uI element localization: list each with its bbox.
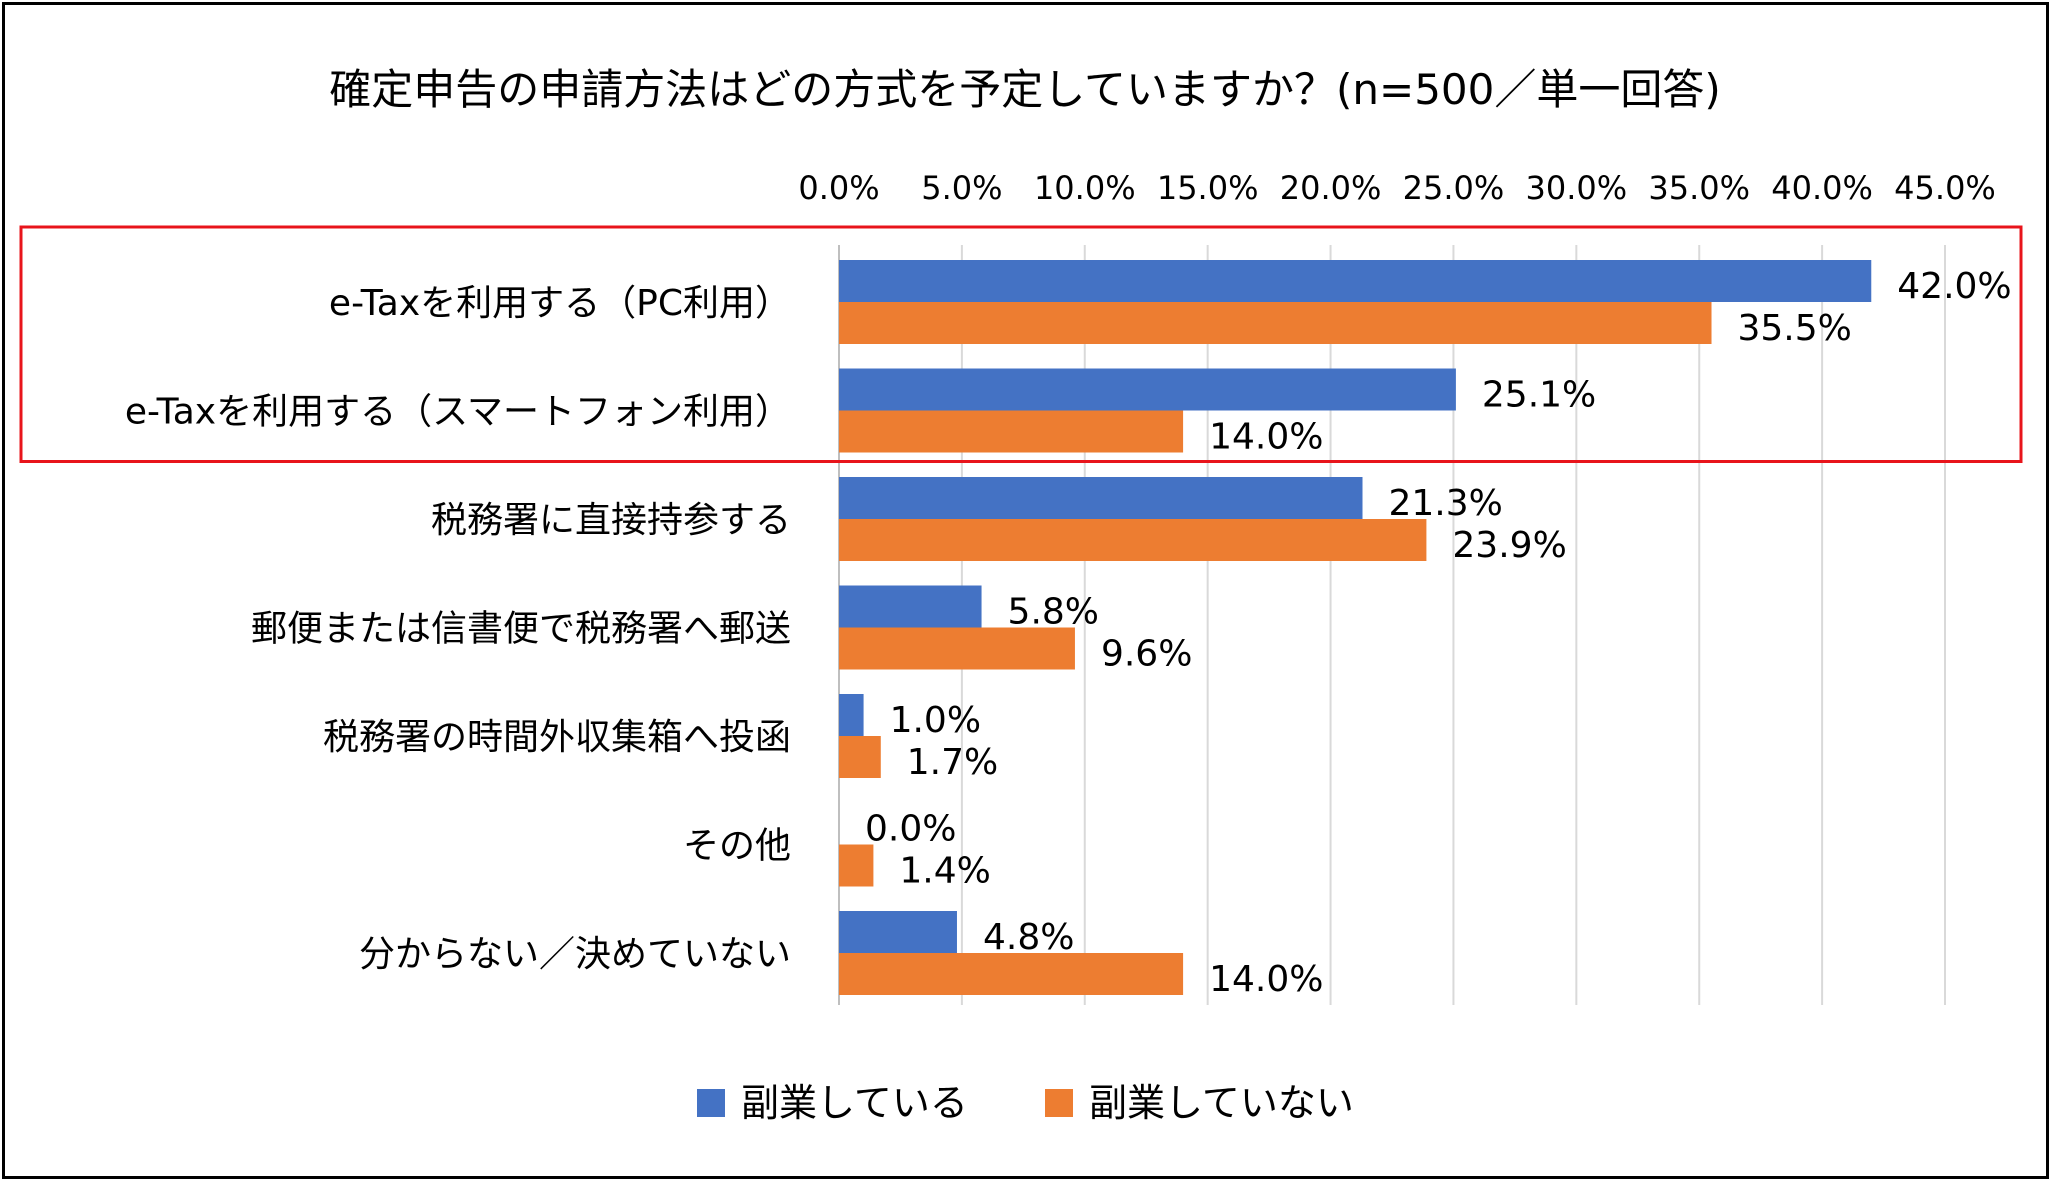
x-tick-label: 35.0%	[1648, 169, 1750, 207]
x-tick-label: 15.0%	[1157, 169, 1259, 207]
bar-chart: 確定申告の申請方法はどの方式を予定していますか？(n=500／単一回答) 0.0…	[19, 65, 2023, 1125]
highlight-rectangle	[19, 225, 2023, 463]
legend-swatch	[697, 1089, 725, 1117]
data-label: 0.0%	[865, 809, 956, 850]
x-axis-ticks: 0.0% 5.0% 10.0% 15.0% 20.0% 25.0% 30.0% 35.0% 40…	[798, 169, 1995, 207]
category-label: 税務署に直接持参する	[431, 500, 791, 541]
bars	[839, 260, 1872, 995]
bar-no-side-job	[839, 736, 881, 778]
grid-lines	[838, 245, 1946, 1005]
x-tick-label: 30.0%	[1526, 169, 1628, 207]
data-label: 1.0%	[890, 700, 981, 741]
category-labels: e-Taxを利用する（PC利用） e-Taxを利用する（スマートフォン利用） 税務署…	[125, 283, 791, 975]
bar-no-side-job	[839, 953, 1184, 995]
bar-no-side-job	[839, 627, 1075, 670]
bar-side-job	[839, 477, 1363, 519]
category-label: 税務署の時間外収集箱へ投函	[323, 717, 791, 758]
category-label: 分からない／決めていない	[359, 934, 791, 975]
bar-no-side-job	[839, 302, 1712, 344]
x-tick-label: 10.0%	[1034, 169, 1136, 207]
data-label: 21.3%	[1389, 483, 1503, 524]
x-tick-label: 25.0%	[1403, 169, 1505, 207]
bar-side-job	[839, 585, 982, 628]
x-tick-label: 5.0%	[921, 169, 1002, 207]
bar-side-job	[839, 260, 1872, 302]
value-labels: 42.0% 35.5% 25.1% 14.0% 21.3%23.9% 5.8%9.6% 1.…	[865, 266, 2012, 1000]
legend-label: 副業している	[741, 1081, 968, 1125]
data-label: 25.1%	[1482, 375, 1596, 416]
chart-title: 確定申告の申請方法はどの方式を予定していますか？(n=500／単一回答)	[329, 65, 1721, 114]
data-label: 23.9%	[1452, 525, 1566, 566]
x-tick-label: 20.0%	[1280, 169, 1382, 207]
bar-side-job	[839, 911, 957, 953]
bar-no-side-job	[839, 410, 1184, 453]
x-tick-label: 40.0%	[1771, 169, 1873, 207]
category-label: e-Taxを利用する（スマートフォン利用）	[125, 392, 791, 433]
data-label: 5.8%	[1008, 592, 1099, 633]
data-label: 14.0%	[1209, 417, 1323, 458]
data-label: 1.4%	[899, 851, 990, 892]
category-label: その他	[683, 826, 791, 867]
bar-no-side-job	[839, 519, 1427, 561]
bar-no-side-job	[839, 844, 874, 887]
data-label: 35.5%	[1738, 308, 1852, 349]
data-label: 42.0%	[1897, 266, 2011, 307]
legend-label: 副業していない	[1089, 1081, 1354, 1125]
data-label: 1.7%	[907, 742, 998, 783]
x-tick-label: 0.0%	[798, 169, 879, 207]
bar-side-job	[839, 694, 864, 736]
data-label: 4.8%	[983, 917, 1074, 958]
data-label: 14.0%	[1209, 959, 1323, 1000]
category-label: e-Taxを利用する（PC利用）	[329, 283, 791, 324]
legend: 副業している 副業していない	[697, 1081, 1354, 1125]
bar-side-job	[839, 368, 1456, 411]
highlight-box	[19, 225, 2023, 463]
data-label: 9.6%	[1101, 634, 1192, 675]
x-tick-label: 45.0%	[1894, 169, 1996, 207]
legend-swatch	[1045, 1089, 1073, 1117]
category-label: 郵便または信書便で税務署へ郵送	[251, 609, 791, 650]
